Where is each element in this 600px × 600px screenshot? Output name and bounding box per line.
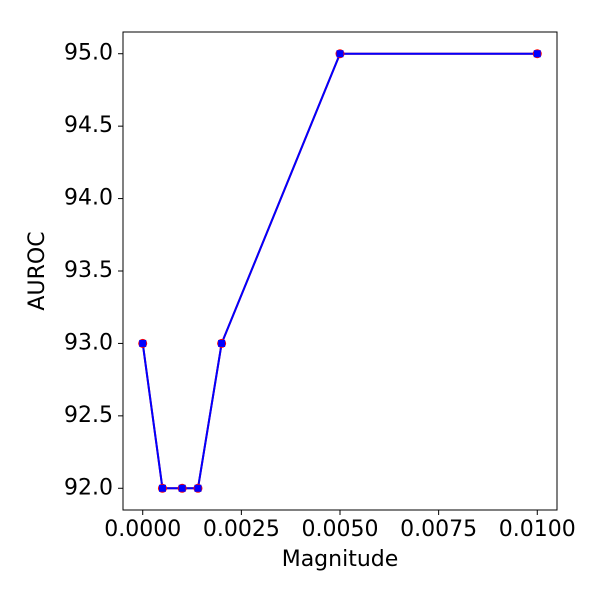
point-marker xyxy=(194,484,202,492)
x-tick-label: 0.0000 xyxy=(104,517,181,542)
plot-frame xyxy=(122,31,558,511)
y-tick-label: 93.5 xyxy=(64,258,113,283)
point-marker xyxy=(178,484,186,492)
point-marker xyxy=(158,484,166,492)
x-axis-label: Magnitude xyxy=(282,547,399,572)
y-axis-label: AUROC xyxy=(25,231,50,310)
y-tick-label: 92.0 xyxy=(64,475,113,500)
point-marker xyxy=(336,50,344,58)
point-marker xyxy=(139,339,147,347)
y-tick-label: 95.0 xyxy=(64,41,113,66)
y-tick-label: 92.5 xyxy=(64,403,113,428)
series-line xyxy=(141,52,538,490)
y-tick-label: 93.0 xyxy=(64,330,113,355)
x-tick-label: 0.0050 xyxy=(302,517,379,542)
y-tick-label: 94.0 xyxy=(64,186,113,211)
x-tick-label: 0.0100 xyxy=(499,517,576,542)
x-tick-label: 0.0025 xyxy=(203,517,280,542)
series-line xyxy=(141,52,538,490)
point-marker xyxy=(218,339,226,347)
y-tick-label: 94.5 xyxy=(64,113,113,138)
point-marker xyxy=(533,50,541,58)
x-tick-label: 0.0075 xyxy=(400,517,477,542)
